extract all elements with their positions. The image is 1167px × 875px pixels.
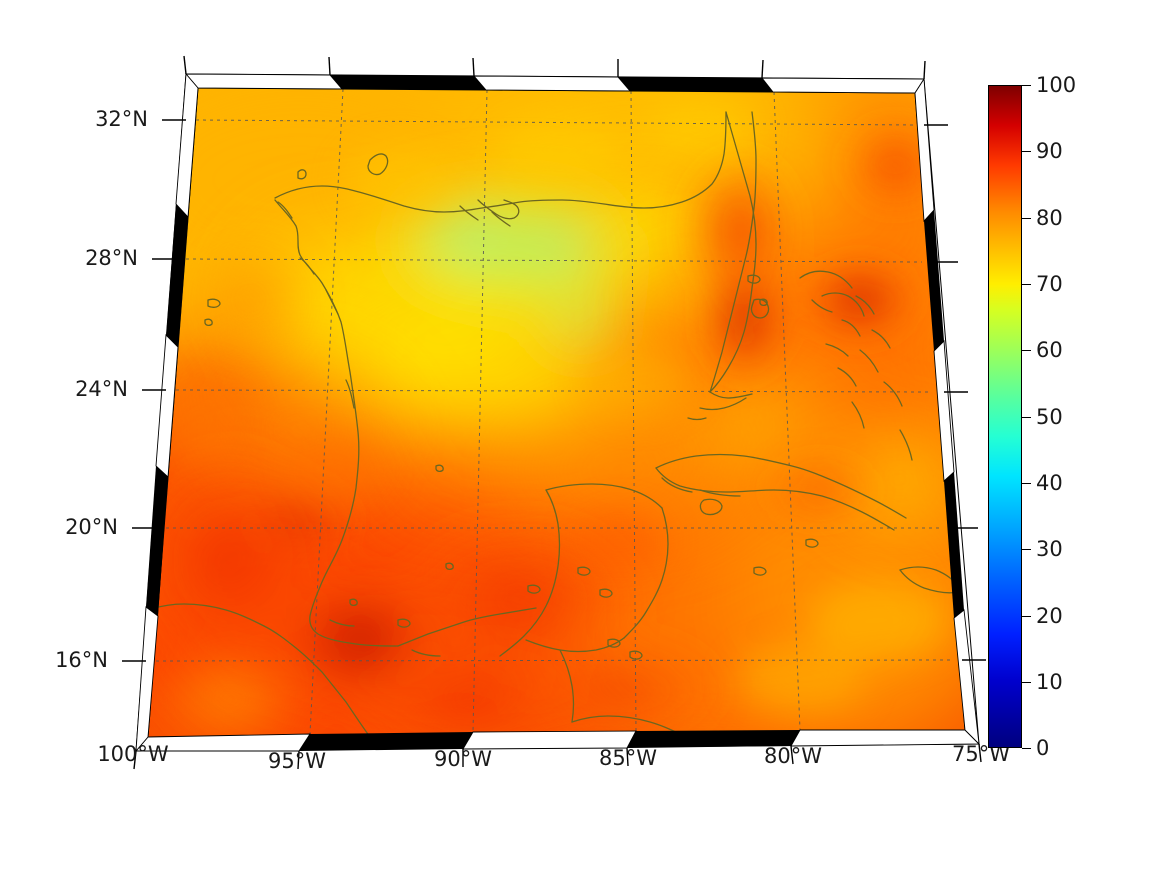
colorbar-label-0: 0 bbox=[1036, 736, 1050, 760]
temperature-field bbox=[148, 88, 965, 737]
colorbar-tick-0 bbox=[1022, 748, 1031, 749]
colorbar-label-20: 20 bbox=[1036, 604, 1063, 628]
lon-tick-label-75W: 75°W bbox=[952, 742, 1010, 766]
lat-tick-label-24N: 24°N bbox=[75, 377, 128, 401]
lon-tick-label-100W: 100°W bbox=[97, 742, 169, 766]
colorbar-label-30: 30 bbox=[1036, 537, 1063, 561]
colorbar-tick-80 bbox=[1022, 218, 1031, 219]
lon-tick-label-90W: 90°W bbox=[434, 747, 492, 771]
colorbar-label-100: 100 bbox=[1036, 73, 1077, 97]
colorbar-tick-10 bbox=[1022, 682, 1031, 683]
lat-tick-label-28N: 28°N bbox=[85, 246, 138, 270]
colorbar-tick-70 bbox=[1022, 284, 1031, 285]
lon-tick-label-95W: 95°W bbox=[268, 749, 326, 773]
lon-tick-label-80W: 80°W bbox=[764, 744, 822, 768]
colorbar-tick-100 bbox=[1022, 85, 1031, 86]
coastline-paths bbox=[148, 111, 961, 737]
map-frame-border bbox=[135, 72, 981, 753]
colorbar-tick-30 bbox=[1022, 549, 1031, 550]
lat-tick-label-20N: 20°N bbox=[65, 515, 118, 539]
colorbar-tick-90 bbox=[1022, 151, 1031, 152]
colorbar-tick-40 bbox=[1022, 483, 1031, 484]
colorbar-label-50: 50 bbox=[1036, 405, 1063, 429]
lat-tick-label-32N: 32°N bbox=[95, 107, 148, 131]
colorbar-tick-60 bbox=[1022, 350, 1031, 351]
graticule-lines bbox=[148, 88, 953, 737]
colorbar-label-10: 10 bbox=[1036, 670, 1063, 694]
colorbar-tick-50 bbox=[1022, 417, 1031, 418]
colorbar-label-80: 80 bbox=[1036, 206, 1063, 230]
colorbar-label-40: 40 bbox=[1036, 471, 1063, 495]
colorbar-label-90: 90 bbox=[1036, 139, 1063, 163]
colorbar-gradient[interactable] bbox=[988, 85, 1022, 748]
lon-tick-label-85W: 85°W bbox=[599, 746, 657, 770]
colorbar-label-60: 60 bbox=[1036, 338, 1063, 362]
axis-tick-marks bbox=[122, 55, 986, 770]
lat-tick-label-16N: 16°N bbox=[55, 648, 108, 672]
colorbar-tick-20 bbox=[1022, 616, 1031, 617]
colorbar-label-70: 70 bbox=[1036, 272, 1063, 296]
